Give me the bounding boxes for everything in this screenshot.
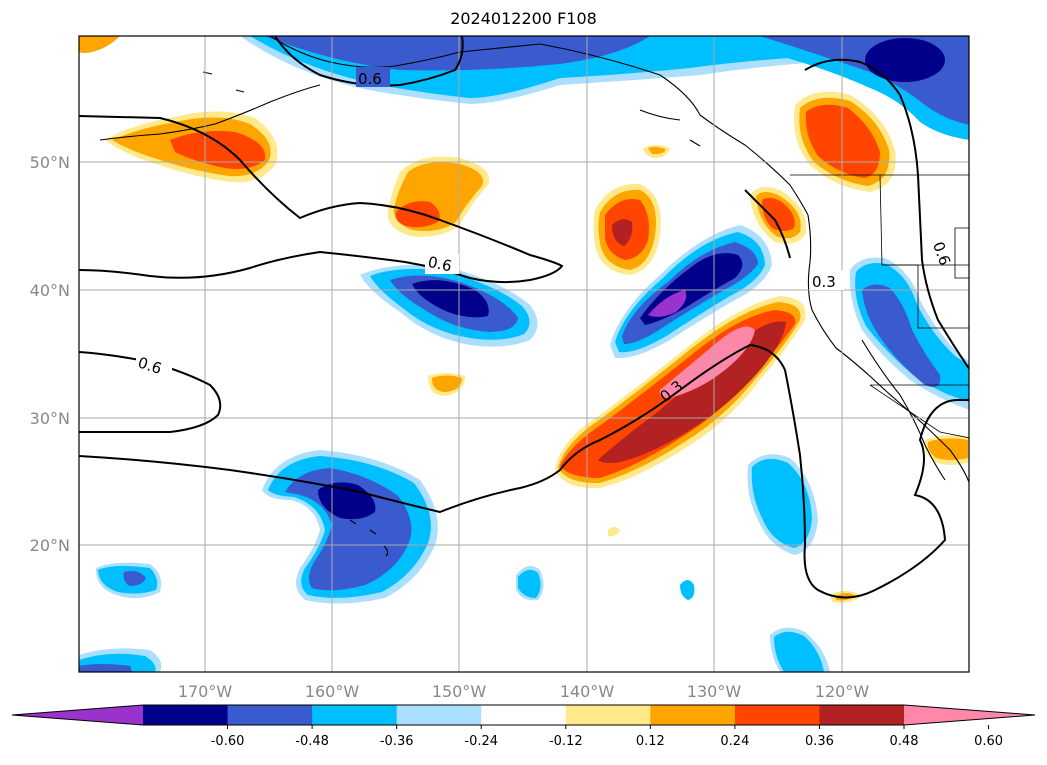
anomaly-alaska-negative <box>240 36 969 140</box>
colorbar-tick-label: 0.48 <box>890 734 919 749</box>
lat-label: 40°N <box>30 281 70 300</box>
anomaly-central-positive <box>387 156 490 237</box>
colorbar-tick-label: -0.24 <box>464 734 498 749</box>
gridlines <box>79 36 969 672</box>
colorbar-bin <box>143 705 229 725</box>
colorbar-tick-label: -0.12 <box>549 734 583 749</box>
colorbar-bin <box>227 705 313 725</box>
colorbar-tick-label: -0.60 <box>211 734 245 749</box>
anomaly-132w-negative <box>610 225 772 359</box>
anomaly-inland-negative <box>849 257 969 410</box>
colorbar-tick-label: -0.48 <box>295 734 329 749</box>
lon-label: 160°W <box>305 682 360 701</box>
colorbar-tick-label: 0.24 <box>720 734 749 749</box>
contour-lines <box>79 36 969 599</box>
contour-label: 0.6 <box>426 253 453 276</box>
colorbar-bin <box>312 705 398 725</box>
colorbar-bin <box>650 705 736 725</box>
lat-label: 50°N <box>30 153 70 172</box>
anomaly-136w-positive <box>593 183 661 275</box>
coastlines <box>99 36 969 557</box>
political-borders <box>790 174 969 439</box>
colorbar-tick-label: 0.60 <box>974 734 1003 749</box>
colorbar-tick-label: 0.12 <box>636 734 665 749</box>
colorbar: -0.60 -0.48 -0.36 -0.24 -0.12 0.12 0.24 0.36 0.4… <box>11 704 1036 749</box>
colorbar-bin <box>734 705 820 725</box>
colorbar-tick-label: -0.36 <box>380 734 414 749</box>
colorbar-bin <box>396 705 482 725</box>
lat-label: 20°N <box>30 536 70 555</box>
anomaly-bc-positive <box>794 91 896 192</box>
lon-label: 150°W <box>432 682 487 701</box>
contour-label: 0.3 <box>812 273 836 291</box>
colorbar-extend-min <box>12 705 143 725</box>
map-title: 2024012200 F108 <box>450 9 597 28</box>
latitude-labels: 50°N 40°N 30°N 20°N <box>30 153 70 555</box>
colorbar-extend-max <box>904 705 1035 725</box>
lon-label: 140°W <box>560 682 615 701</box>
lon-label: 170°W <box>178 682 233 701</box>
map-area: 0.6 0.6 0.6 0.3 0.3 0.6 <box>79 36 969 672</box>
lon-label: 130°W <box>687 682 742 701</box>
colorbar-bin <box>481 705 567 725</box>
colorbar-bin <box>565 705 651 725</box>
lat-label: 30°N <box>30 409 70 428</box>
colorbar-tick-label: 0.36 <box>805 734 834 749</box>
anomaly-coast-positive <box>750 186 807 244</box>
lon-label: 120°W <box>815 682 870 701</box>
colorbar-outline <box>11 704 1036 726</box>
map-frame <box>78 35 970 673</box>
longitude-labels: 170°W 160°W 150°W 140°W 130°W 120°W <box>178 682 870 701</box>
colorbar-bin <box>819 705 905 725</box>
contour-label: 0.6 <box>358 70 382 88</box>
